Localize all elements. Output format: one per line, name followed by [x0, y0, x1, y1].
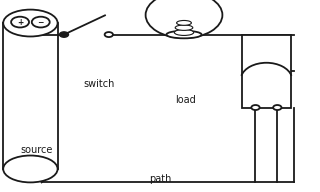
Circle shape [105, 32, 113, 37]
Ellipse shape [3, 156, 58, 182]
Circle shape [251, 105, 260, 110]
Text: load: load [175, 95, 196, 105]
Ellipse shape [3, 10, 58, 36]
Text: +: + [277, 90, 284, 99]
Text: path: path [149, 174, 171, 184]
Ellipse shape [177, 21, 191, 25]
Circle shape [32, 17, 50, 27]
Text: −: − [249, 90, 256, 99]
Ellipse shape [174, 30, 194, 36]
Circle shape [273, 105, 282, 110]
Text: switch: switch [84, 79, 115, 89]
Text: +: + [17, 18, 23, 26]
Circle shape [11, 17, 29, 27]
Text: source: source [20, 145, 53, 155]
Circle shape [146, 0, 222, 38]
Circle shape [60, 32, 68, 37]
Bar [242, 35, 291, 108]
Ellipse shape [175, 25, 193, 30]
Ellipse shape [166, 31, 202, 38]
Text: −: − [37, 18, 44, 26]
